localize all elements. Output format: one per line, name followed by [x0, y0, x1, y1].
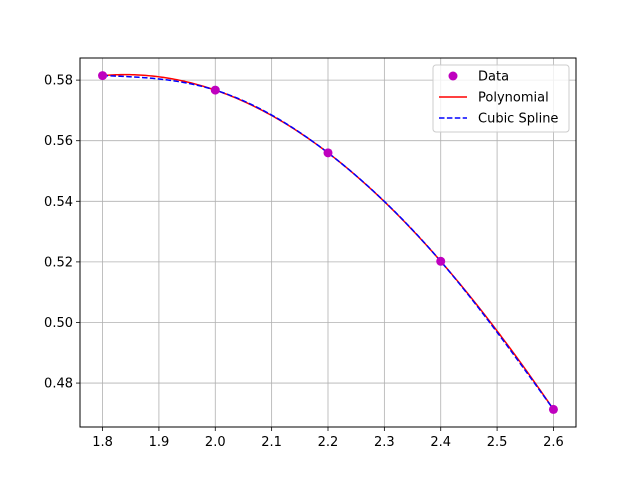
y-tick-label: 0.58: [44, 74, 73, 89]
y-tick-label: 0.48: [44, 377, 73, 392]
x-tick-label: 2.0: [205, 435, 226, 450]
legend-marker: [448, 71, 458, 81]
series-line-2: [102, 74, 555, 410]
x-tick-label: 1.9: [149, 435, 170, 450]
data-point: [210, 85, 220, 95]
y-tick-label: 0.54: [44, 195, 73, 210]
x-tick-label: 2.1: [261, 435, 282, 450]
x-tick-label: 2.6: [543, 435, 564, 450]
legend-label: Polynomial: [478, 91, 549, 106]
y-axis: 0.48 0.50 0.52 0.54 0.56 0.58: [44, 74, 80, 392]
data-point: [548, 404, 558, 414]
x-tick-label: 2.4: [430, 435, 451, 450]
x-tick-label: 2.3: [374, 435, 395, 450]
data-point: [323, 148, 333, 158]
x-tick-label: 1.8: [92, 435, 113, 450]
x-axis: 1.8 1.9 2.0 2.1 2.2 2.3 2.4 2.5 2.6: [92, 427, 564, 450]
x-tick-label: 2.2: [318, 435, 339, 450]
y-tick-label: 0.50: [44, 316, 73, 331]
y-tick-label: 0.56: [44, 134, 73, 149]
y-tick-label: 0.52: [44, 255, 73, 270]
x-tick-label: 2.5: [487, 435, 508, 450]
legend-label: Cubic Spline: [478, 112, 558, 127]
data-point: [98, 71, 108, 81]
legend-box: [432, 64, 570, 133]
data-point: [436, 256, 446, 266]
legend-label: Data: [478, 70, 509, 85]
legend: Data Polynomial Cubic Spline: [432, 64, 570, 133]
series-points: [98, 71, 558, 414]
